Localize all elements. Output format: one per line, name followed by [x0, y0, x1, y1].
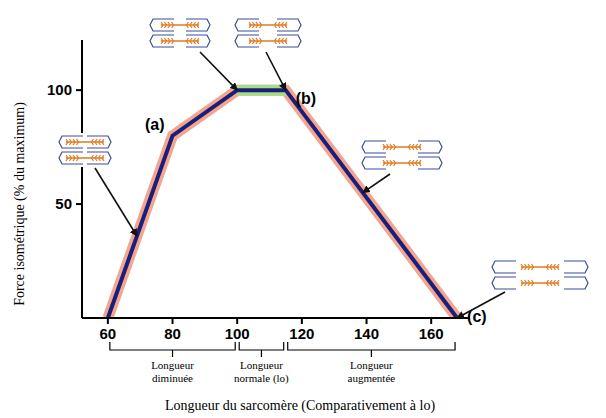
x-tick: [366, 318, 368, 324]
region-label-line: Longueur: [240, 359, 283, 371]
region-label-line: normale (lo): [234, 372, 289, 385]
icon-bg: [489, 258, 591, 292]
actin-filaments: [59, 136, 111, 148]
actin-filaments: [59, 152, 111, 164]
point-annotation: (b): [296, 90, 316, 107]
x-tick-label: 60: [100, 325, 117, 342]
y-tick-label: 100: [47, 81, 72, 98]
region-bracket: [239, 342, 284, 357]
y-axis-line: [81, 40, 83, 318]
y-tick-label: 50: [55, 195, 72, 212]
myosin-heads: [161, 22, 199, 28]
chart-container: 60 80 100 120 140 160 50 100 Force isométrique (…: [0, 0, 606, 418]
x-tick: [301, 318, 303, 324]
myosin-heads: [383, 160, 421, 166]
icon-bg: [232, 16, 304, 50]
sarcomere-icon: [359, 138, 445, 172]
region-label: Longueurdiminuée: [151, 359, 194, 384]
icon-arrow: [95, 168, 137, 236]
myosin-heads: [161, 38, 199, 44]
x-tick: [172, 318, 174, 324]
region-label-line: diminuée: [152, 372, 193, 384]
region-label: Longueuraugmentée: [348, 359, 396, 384]
myosin-heads: [521, 280, 559, 286]
actin-filaments: [235, 35, 301, 47]
actin-filaments: [150, 35, 210, 47]
sarcomere-icon: [56, 133, 114, 167]
actin-filaments: [362, 141, 442, 153]
myosin-heads: [521, 264, 559, 270]
actin-filaments: [362, 157, 442, 169]
sarcomere-icon: [147, 16, 213, 50]
line-halo: [108, 90, 457, 318]
y-axis-title: Force isométrique (% du maximum): [12, 102, 28, 306]
x-axis-title: Longueur du sarcomère (Comparativement à…: [165, 398, 436, 414]
x-axis-line: [82, 317, 470, 319]
myosin-heads: [249, 22, 287, 28]
icon-arrow: [457, 292, 505, 318]
myosin-heads: [66, 139, 104, 145]
icon-arrow: [266, 52, 286, 90]
icon-bg: [359, 138, 445, 172]
x-tick: [236, 318, 238, 324]
region-label: Longueurnormale (lo): [234, 359, 289, 385]
region-label-line: Longueur: [151, 359, 194, 371]
y-tick: [76, 203, 82, 205]
icon-bg: [56, 133, 114, 167]
x-tick-label: 120: [289, 325, 314, 342]
myosin-heads: [66, 155, 104, 161]
x-tick-label: 160: [419, 325, 444, 342]
x-tick-label: 100: [225, 325, 250, 342]
x-tick: [107, 318, 109, 324]
icon-arrow: [200, 52, 237, 90]
x-tick-label: 80: [164, 325, 181, 342]
point-annotation: (a): [145, 116, 165, 133]
region-bracket: [288, 342, 455, 357]
myosin-heads: [249, 38, 287, 44]
actin-filaments: [235, 19, 301, 31]
plot-area: [108, 90, 457, 318]
actin-filaments: [492, 277, 588, 289]
data-line: [108, 90, 457, 318]
icon-arrow: [363, 174, 390, 193]
actin-filaments: [150, 19, 210, 31]
region-bracket: [110, 342, 235, 357]
chart-svg: 60 80 100 120 140 160 50 100 Force isométrique (…: [0, 0, 606, 418]
sarcomere-icon: [232, 16, 304, 50]
region-label-line: Longueur: [350, 359, 393, 371]
sarcomere-icon: [489, 258, 591, 292]
myosin-heads: [383, 144, 421, 150]
region-label-line: augmentée: [348, 372, 396, 384]
x-tick-label: 140: [354, 325, 379, 342]
actin-filaments: [492, 261, 588, 273]
x-tick: [430, 318, 432, 324]
icon-bg: [147, 16, 213, 50]
y-tick: [76, 89, 82, 91]
